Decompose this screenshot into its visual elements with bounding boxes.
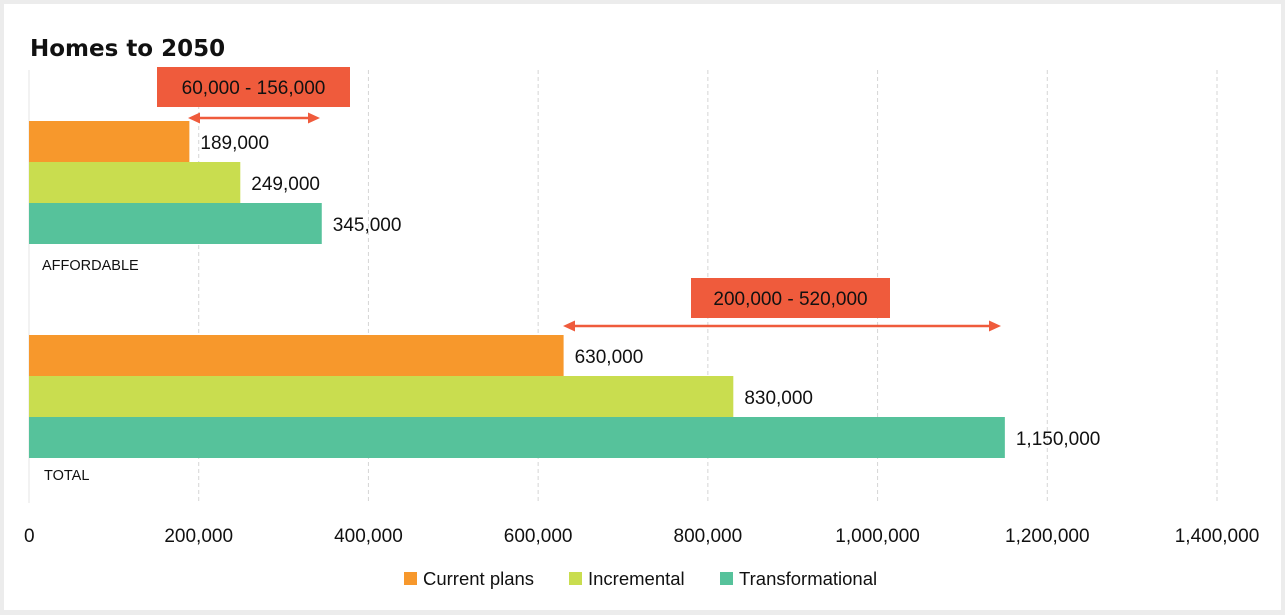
x-tick-label-0: 0	[24, 526, 35, 547]
annotation-arrowhead-right	[989, 320, 1001, 332]
annotation-arrowhead-left	[563, 320, 575, 332]
value-label-total-current-plans: 630,000	[575, 347, 644, 368]
x-tick-label-400-000: 400,000	[334, 526, 403, 547]
bar-affordable-transformational	[29, 203, 322, 244]
category-label-total: TOTAL	[44, 468, 89, 484]
legend-swatch-transformational	[720, 572, 733, 585]
x-tick-label-200-000: 200,000	[164, 526, 233, 547]
value-label-total-transformational: 1,150,000	[1016, 429, 1101, 450]
x-tick-label-1-200-000: 1,200,000	[1005, 526, 1090, 547]
annotation-affordable: 60,000 - 156,000	[157, 67, 350, 124]
x-tick-label-800-000: 800,000	[674, 526, 743, 547]
legend-label-current-plans: Current plans	[423, 568, 534, 589]
annotation-arrowhead-right	[308, 112, 320, 124]
value-label-affordable-incremental: 249,000	[251, 174, 320, 195]
legend: Current plans Incremental Transformational	[404, 568, 877, 589]
category-label-affordable: AFFORDABLE	[42, 258, 139, 274]
bar-total-transformational	[29, 417, 1005, 458]
annotation-total: 200,000 - 520,000	[563, 278, 1001, 332]
legend-item-incremental: Incremental	[569, 568, 685, 589]
legend-swatch-current-plans	[404, 572, 417, 585]
bars: 189,000 249,000 345,000 AFFORDABLE 630,000 83…	[29, 121, 1100, 484]
annotation-arrowhead-left	[188, 112, 200, 124]
annotation-label: 200,000 - 520,000	[713, 289, 867, 310]
annotation-label: 60,000 - 156,000	[182, 78, 326, 99]
legend-label-transformational: Transformational	[739, 568, 877, 589]
legend-item-current-plans: Current plans	[404, 568, 534, 589]
x-axis-ticks: 0 200,000 400,000 600,000 800,000 1,000,000 1,…	[24, 526, 1259, 547]
annotation-box	[157, 67, 350, 107]
chart-title: Homes to 2050	[30, 36, 225, 62]
legend-swatch-incremental	[569, 572, 582, 585]
value-label-affordable-current-plans: 189,000	[200, 133, 269, 154]
value-label-affordable-transformational: 345,000	[333, 215, 402, 236]
annotations: 60,000 - 156,000 200,000 - 520,000	[157, 67, 1001, 332]
chart-frame: Homes to 2050 189,000 249,000 345,000 AFFOR…	[4, 4, 1281, 610]
bar-total-incremental	[29, 376, 734, 417]
bar-affordable-current-plans	[29, 121, 190, 162]
legend-label-incremental: Incremental	[588, 568, 685, 589]
x-tick-label-600-000: 600,000	[504, 526, 573, 547]
x-tick-label-1-000-000: 1,000,000	[835, 526, 920, 547]
value-label-total-incremental: 830,000	[744, 388, 813, 409]
annotation-box	[691, 278, 890, 318]
x-tick-label-1-400-000: 1,400,000	[1175, 526, 1260, 547]
bar-affordable-incremental	[29, 162, 241, 203]
bar-total-current-plans	[29, 335, 564, 376]
homes-chart: Homes to 2050 189,000 249,000 345,000 AFFOR…	[24, 36, 1259, 589]
legend-item-transformational: Transformational	[720, 568, 877, 589]
